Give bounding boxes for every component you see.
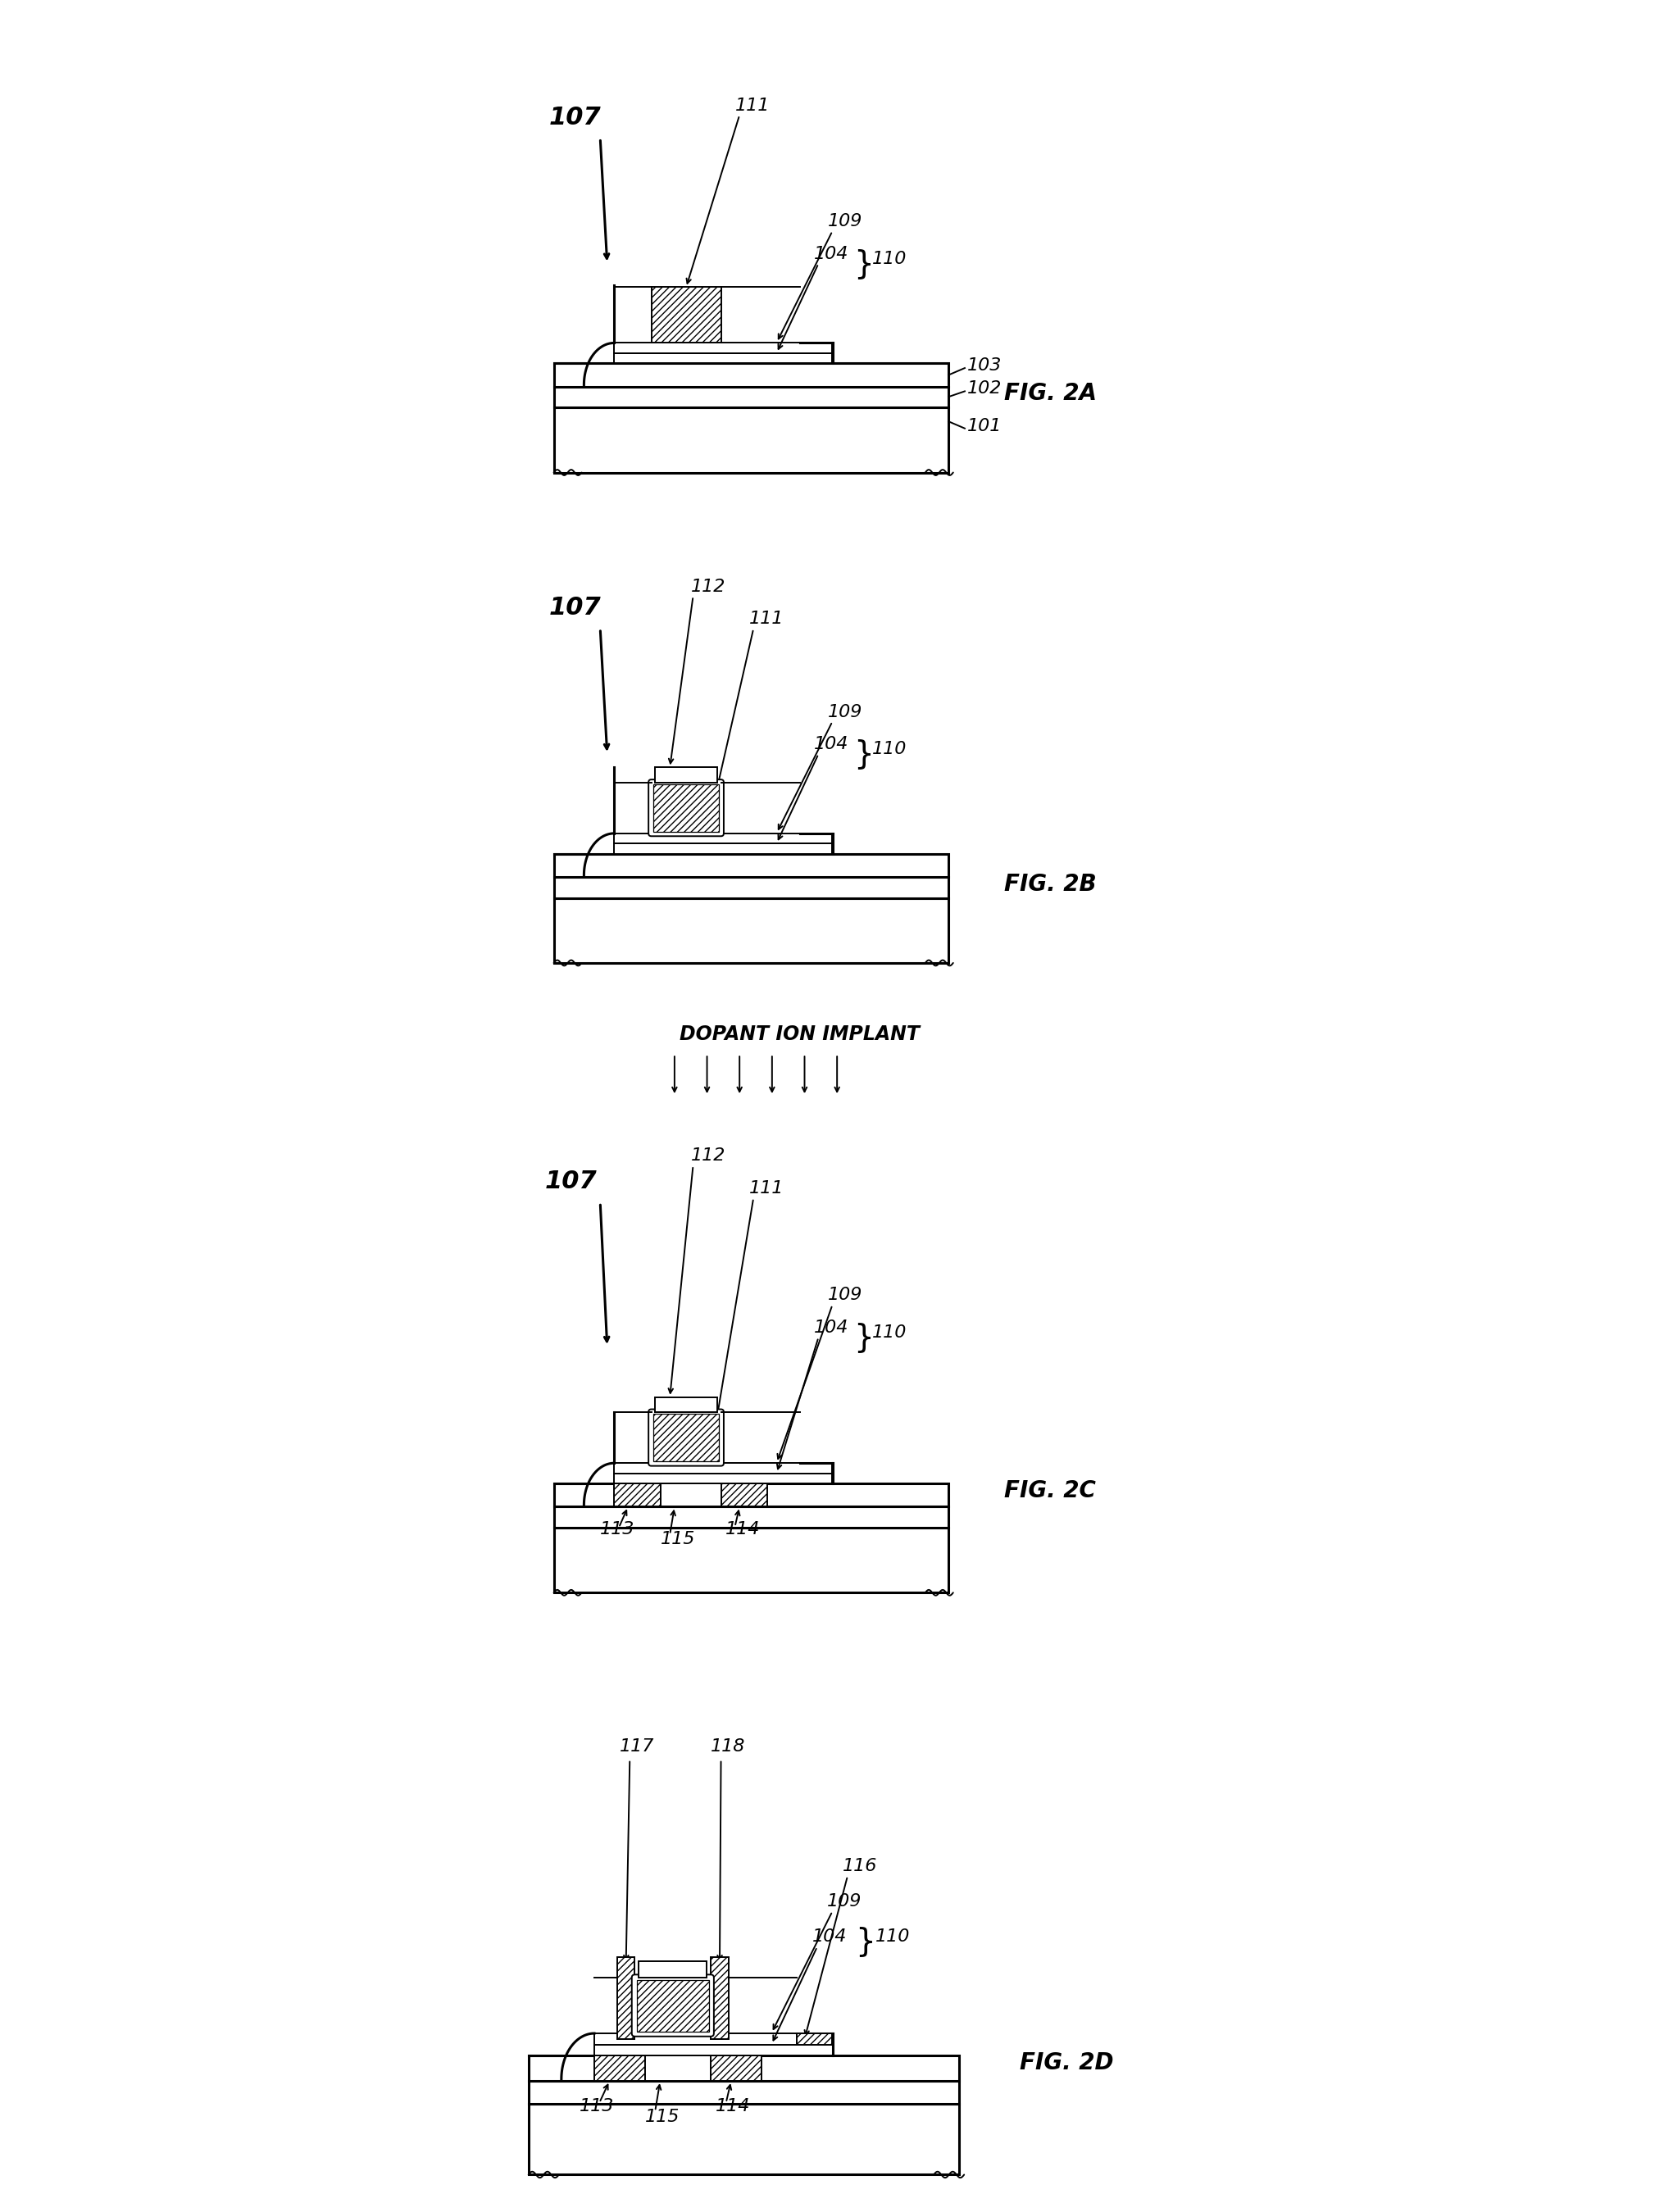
Bar [554,363,948,387]
Text: FIG. 2A: FIG. 2A [1003,383,1097,405]
Bar [554,387,948,407]
Text: 110: 110 [872,741,907,757]
Text: 111: 111 [734,97,769,113]
Bar [614,834,832,843]
Text: 114: 114 [716,2099,750,2115]
Text: 102: 102 [967,380,1002,396]
Bar [527,2055,958,2081]
Bar [527,2081,958,2104]
Bar [554,1506,948,1528]
Bar [721,1484,767,1506]
Bar [614,343,832,354]
Bar [594,2055,644,2081]
Text: 107: 107 [549,106,601,128]
Text: 109: 109 [827,1893,862,1909]
Text: 110: 110 [872,1325,907,1340]
Text: 103: 103 [967,358,1002,374]
FancyBboxPatch shape [649,1409,724,1467]
Bar [554,854,948,876]
Bar [614,1462,832,1473]
Text: 111: 111 [749,611,784,628]
Text: FIG. 2C: FIG. 2C [1003,1480,1095,1502]
Text: 112: 112 [691,1148,726,1164]
Text: 104: 104 [814,1321,849,1336]
Text: 113: 113 [579,2099,614,2115]
Bar [554,407,948,473]
Bar [661,1484,721,1506]
Text: 113: 113 [601,1522,634,1537]
Text: }: } [854,739,874,770]
Bar [639,1962,707,1978]
Text: 116: 116 [842,1858,877,1874]
FancyBboxPatch shape [649,779,724,836]
Bar [651,288,721,343]
Text: 114: 114 [726,1522,760,1537]
Bar [654,1398,717,1411]
Text: 109: 109 [827,212,862,230]
Bar [614,354,832,363]
Bar [554,1528,948,1593]
Bar [711,1958,729,2039]
Text: 104: 104 [814,246,849,263]
Text: 101: 101 [967,418,1002,434]
Text: 112: 112 [691,577,726,595]
Bar [594,2033,832,2044]
Bar [554,1484,948,1506]
FancyBboxPatch shape [631,1975,714,2037]
Text: 104: 104 [814,737,849,752]
Text: 115: 115 [644,2108,679,2126]
Text: 110: 110 [875,1929,910,1944]
Text: 115: 115 [661,1531,696,1546]
Bar [711,2055,760,2081]
Bar [637,1980,709,2031]
Bar [554,898,948,962]
Text: 107: 107 [544,1170,596,1194]
Bar [527,2104,958,2174]
Bar [614,843,832,854]
Bar [594,2044,832,2055]
Text: FIG. 2B: FIG. 2B [1003,872,1097,896]
Text: 104: 104 [812,1929,847,1944]
Bar [652,1413,719,1462]
Bar [614,1473,832,1484]
Text: FIG. 2D: FIG. 2D [1020,2053,1113,2075]
Bar [644,2055,711,2081]
Text: 118: 118 [711,1739,745,1754]
Text: DOPANT ION IMPLANT: DOPANT ION IMPLANT [679,1024,919,1044]
Bar [554,876,948,898]
Text: 109: 109 [827,1287,862,1303]
Bar [797,2033,832,2044]
Bar [654,768,717,783]
Text: 111: 111 [749,1181,784,1197]
Bar [617,1958,634,2039]
Text: }: } [854,248,874,279]
Text: 110: 110 [872,250,907,268]
Text: 117: 117 [619,1739,654,1754]
Text: 109: 109 [827,703,862,721]
Text: }: } [855,1927,875,1958]
Text: 107: 107 [549,595,601,619]
Bar [614,1484,661,1506]
Bar [652,785,719,832]
Text: }: } [854,1323,874,1354]
